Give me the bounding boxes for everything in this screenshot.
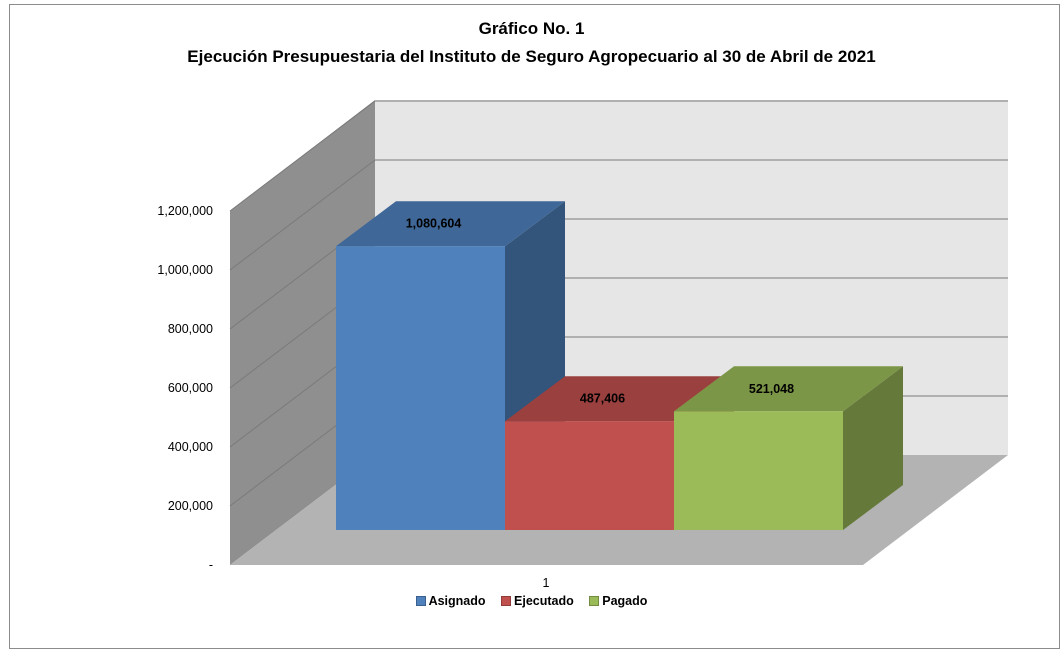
y-tick-label: 800,000 — [168, 322, 213, 336]
legend-swatch-asignado — [415, 596, 426, 606]
bar-top — [336, 201, 565, 247]
data-label: 487,406 — [580, 392, 625, 406]
gridline-side — [229, 100, 376, 212]
legend-label-pagado: Pagado — [602, 594, 648, 608]
y-tick-label: 200,000 — [168, 499, 213, 513]
bar-top — [674, 366, 903, 412]
bar-pagado: 521,048 — [674, 366, 903, 530]
bar-side — [843, 366, 903, 530]
chart-title: Gráfico No. 1 — [478, 19, 585, 38]
y-tick-label: 1,200,000 — [157, 204, 213, 218]
legend-swatch-pagado — [589, 596, 600, 606]
chart-subtitle: Ejecución Presupuestaria del Instituto d… — [187, 47, 876, 66]
legend-item-ejecutado: Ejecutado — [501, 594, 574, 608]
legend-label-ejecutado: Ejecutado — [514, 594, 574, 608]
bar-front — [336, 246, 505, 531]
x-tick-label: 1 — [543, 576, 550, 590]
bar-front — [674, 411, 843, 530]
chart-legend: Asignado Ejecutado Pagado — [0, 594, 1063, 609]
gridline-side — [229, 159, 376, 271]
legend-item-asignado: Asignado — [415, 594, 486, 608]
legend-swatch-ejecutado — [501, 596, 512, 606]
y-tick-label: 400,000 — [168, 440, 213, 454]
data-label: 521,048 — [749, 382, 794, 396]
y-tick-label: 600,000 — [168, 381, 213, 395]
y-tick-label: - — [209, 558, 213, 572]
bar-front — [505, 421, 674, 530]
legend-item-pagado: Pagado — [589, 594, 647, 608]
y-tick-label: 1,000,000 — [157, 263, 213, 277]
data-label: 1,080,604 — [406, 217, 462, 231]
legend-label-asignado: Asignado — [428, 594, 486, 608]
